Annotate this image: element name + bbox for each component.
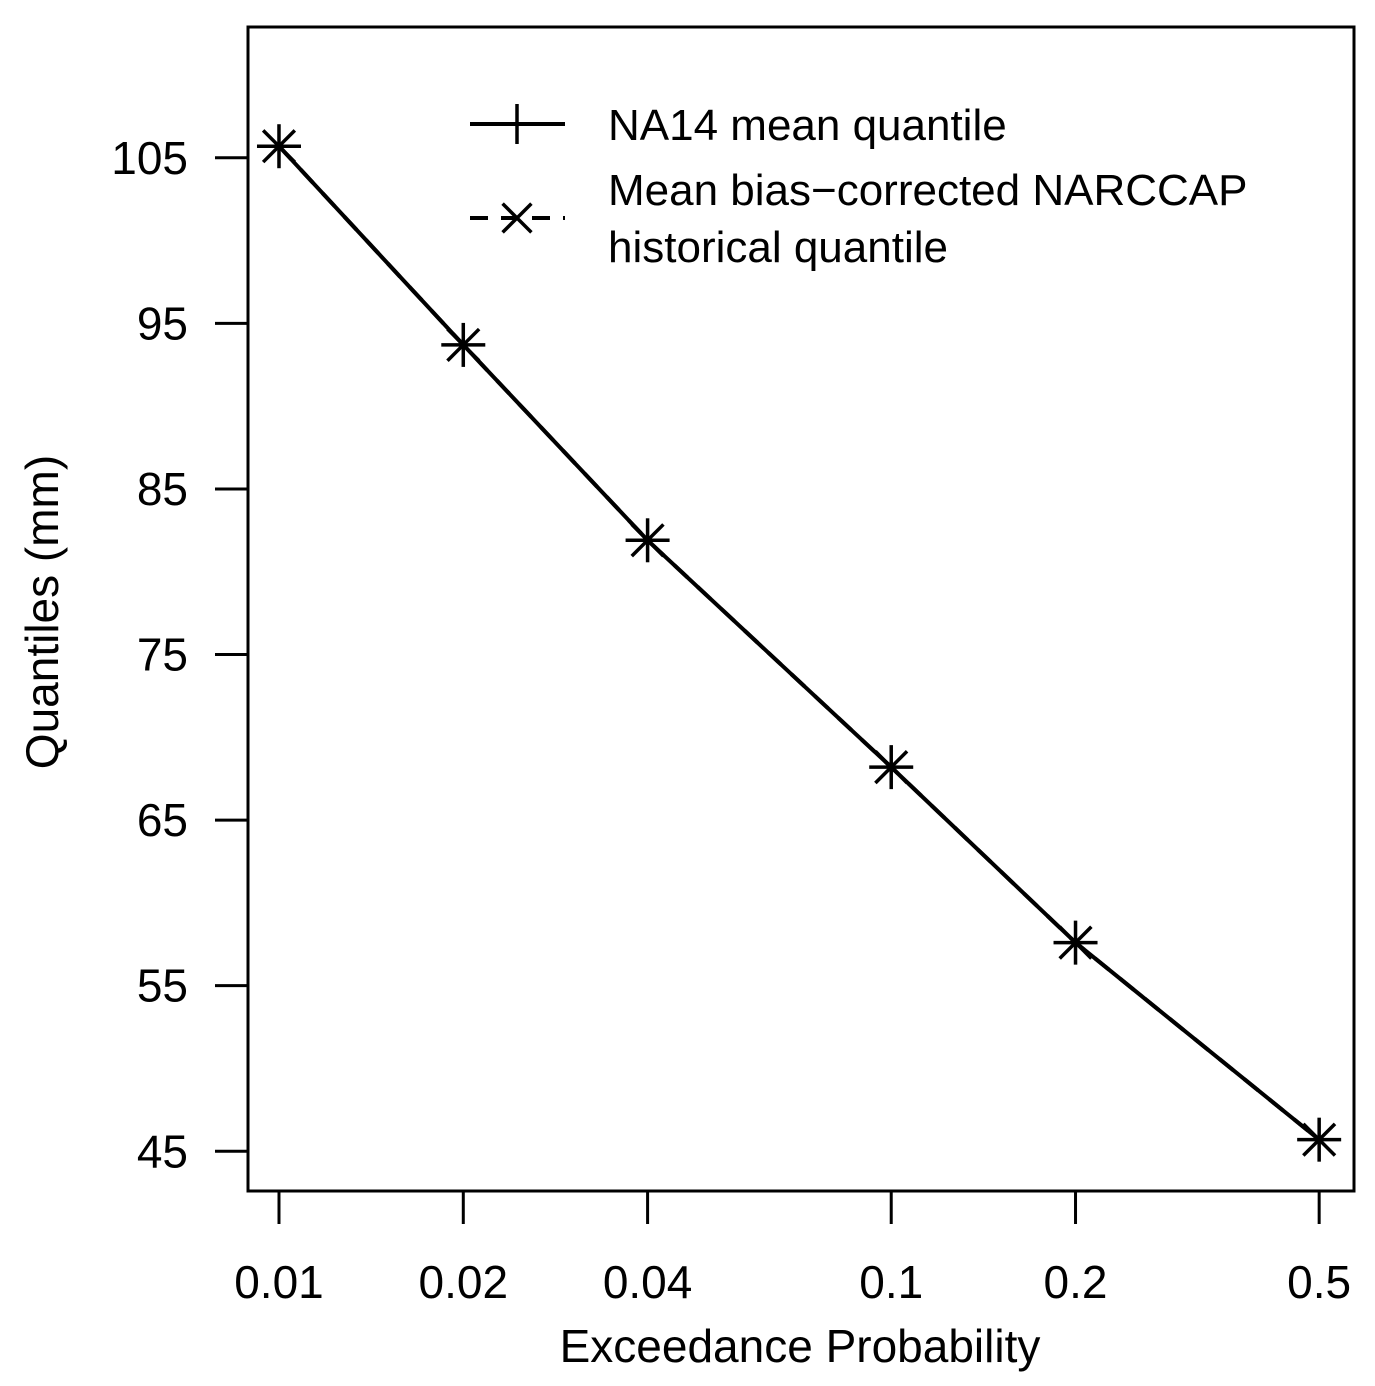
series-2-point <box>874 750 909 785</box>
series-2-point <box>261 129 297 164</box>
x-tick-label: 0.02 <box>419 1256 509 1308</box>
x-tick-label: 0.2 <box>1044 1256 1108 1308</box>
x-tick-label: 0.5 <box>1287 1256 1351 1308</box>
legend-label-1: NA14 mean quantile <box>608 101 1007 150</box>
y-tick-label: 45 <box>137 1125 188 1177</box>
x-tick-label: 0.01 <box>234 1256 324 1308</box>
y-axis: 45 55 65 75 85 95 105 <box>111 132 250 1177</box>
legend: NA14 mean quantile Mean bias−corrected NA… <box>470 101 1247 272</box>
y-tick-label: 65 <box>137 794 188 846</box>
series-2-point <box>1058 925 1093 960</box>
x-tick-label: 0.04 <box>603 1256 693 1308</box>
y-tick-label: 75 <box>137 629 188 681</box>
series-2-point <box>1302 1122 1337 1157</box>
legend-plus-marker <box>497 104 537 144</box>
legend-label-2-line-2: historical quantile <box>608 223 948 272</box>
y-axis-title: Quantiles (mm) <box>16 455 68 769</box>
series-2-point <box>630 523 665 558</box>
x-tick-label: 0.1 <box>859 1256 923 1308</box>
series-layer <box>256 124 1342 1162</box>
y-tick-label: 95 <box>137 297 188 349</box>
x-axis: 0.01 0.02 0.04 0.1 0.2 0.5 <box>234 1189 1351 1308</box>
x-axis-title: Exceedance Probability <box>560 1320 1041 1372</box>
y-tick-label: 105 <box>111 132 188 184</box>
y-tick-label: 85 <box>137 463 188 515</box>
legend-label-2-line-1: Mean bias−corrected NARCCAP <box>608 166 1247 215</box>
series-2-line <box>277 144 1321 1142</box>
series-2-point <box>446 327 481 362</box>
legend-x-marker <box>501 202 533 234</box>
series-1-line <box>277 144 1321 1142</box>
y-tick-label: 55 <box>137 960 188 1012</box>
